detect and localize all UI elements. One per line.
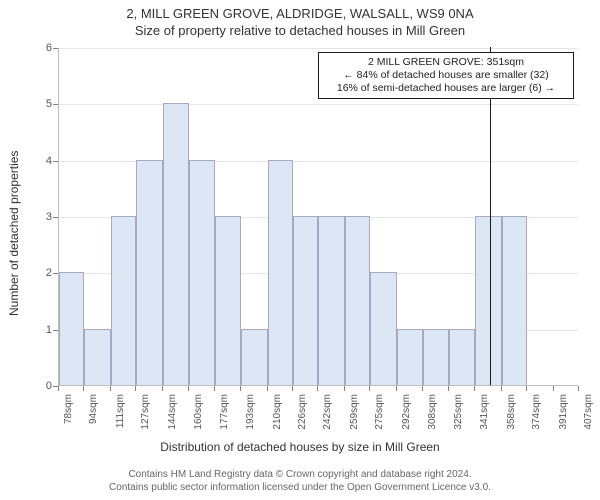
xtick-mark — [317, 386, 318, 391]
xtick-label: 160sqm — [193, 394, 204, 439]
histogram-bar — [345, 216, 370, 385]
ytick-mark — [53, 330, 58, 331]
ytick-label: 1 — [32, 324, 52, 336]
histogram-bar — [189, 160, 216, 385]
xtick-label: 292sqm — [401, 394, 412, 439]
xtick-mark — [553, 386, 554, 391]
title-line1: 2, MILL GREEN GROVE, ALDRIDGE, WALSALL, … — [0, 6, 600, 21]
xtick-label: 275sqm — [374, 394, 385, 439]
histogram-bar — [318, 216, 345, 385]
histogram-bar — [475, 216, 502, 385]
annotation-line: ← 84% of detached houses are smaller (32… — [325, 69, 567, 82]
xtick-mark — [83, 386, 84, 391]
ytick-label: 3 — [32, 211, 52, 223]
histogram-bar — [241, 329, 268, 385]
ytick-mark — [53, 273, 58, 274]
xtick-mark — [396, 386, 397, 391]
xtick-label: 259sqm — [349, 394, 360, 439]
ytick-label: 2 — [32, 267, 52, 279]
yaxis-label: Number of detached properties — [7, 116, 21, 316]
histogram-bar — [268, 160, 293, 385]
ytick-label: 0 — [32, 380, 52, 392]
ytick-mark — [53, 48, 58, 49]
histogram-bar — [502, 216, 527, 385]
annotation-line: 2 MILL GREEN GROVE: 351sqm — [325, 56, 567, 69]
xtick-label: 144sqm — [167, 394, 178, 439]
xtick-mark — [422, 386, 423, 391]
xtick-mark — [474, 386, 475, 391]
xtick-label: 341sqm — [479, 394, 490, 439]
footer: Contains HM Land Registry data © Crown c… — [0, 468, 600, 494]
ytick-mark — [53, 217, 58, 218]
xtick-label: 127sqm — [140, 394, 151, 439]
xtick-mark — [292, 386, 293, 391]
gridline — [59, 104, 578, 105]
xtick-label: 325sqm — [453, 394, 464, 439]
xtick-label: 177sqm — [219, 394, 230, 439]
histogram-bar — [111, 216, 136, 385]
xtick-mark — [344, 386, 345, 391]
histogram-bar — [370, 272, 397, 385]
xtick-label: 391sqm — [558, 394, 569, 439]
histogram-bar — [293, 216, 318, 385]
xtick-mark — [135, 386, 136, 391]
xtick-label: 374sqm — [531, 394, 542, 439]
xtick-label: 193sqm — [245, 394, 256, 439]
xtick-mark — [162, 386, 163, 391]
histogram-bar — [397, 329, 422, 385]
xtick-label: 308sqm — [427, 394, 438, 439]
xtick-label: 407sqm — [583, 394, 594, 439]
xtick-mark — [501, 386, 502, 391]
xtick-label: 226sqm — [297, 394, 308, 439]
annotation-line: 16% of semi-detached houses are larger (… — [325, 82, 567, 95]
histogram-bar — [84, 329, 111, 385]
xtick-label: 111sqm — [115, 394, 126, 439]
histogram-bar — [59, 272, 84, 385]
xtick-label: 242sqm — [322, 394, 333, 439]
xtick-mark — [188, 386, 189, 391]
title-line2: Size of property relative to detached ho… — [0, 23, 600, 38]
xtick-mark — [58, 386, 59, 391]
histogram-bar — [449, 329, 474, 385]
xtick-label: 94sqm — [88, 394, 99, 439]
chart-title-block: 2, MILL GREEN GROVE, ALDRIDGE, WALSALL, … — [0, 6, 600, 38]
xtick-mark — [267, 386, 268, 391]
ytick-mark — [53, 161, 58, 162]
xtick-label: 78sqm — [63, 394, 74, 439]
xtick-mark — [578, 386, 579, 391]
xtick-label: 210sqm — [272, 394, 283, 439]
xtick-mark — [240, 386, 241, 391]
annotation-box: 2 MILL GREEN GROVE: 351sqm← 84% of detac… — [318, 52, 574, 99]
histogram-bar — [423, 329, 450, 385]
ytick-label: 5 — [32, 98, 52, 110]
histogram-bar — [136, 160, 163, 385]
xtick-mark — [526, 386, 527, 391]
ytick-label: 4 — [32, 155, 52, 167]
xtick-label: 358sqm — [506, 394, 517, 439]
gridline — [59, 48, 578, 49]
xaxis-label: Distribution of detached houses by size … — [0, 440, 600, 454]
xtick-mark — [448, 386, 449, 391]
xtick-mark — [110, 386, 111, 391]
xtick-mark — [369, 386, 370, 391]
footer-line1: Contains HM Land Registry data © Crown c… — [0, 468, 600, 481]
xtick-mark — [214, 386, 215, 391]
ytick-label: 6 — [32, 42, 52, 54]
histogram-bar — [215, 216, 240, 385]
ytick-mark — [53, 104, 58, 105]
histogram-bar — [163, 103, 188, 385]
footer-line2: Contains public sector information licen… — [0, 481, 600, 494]
